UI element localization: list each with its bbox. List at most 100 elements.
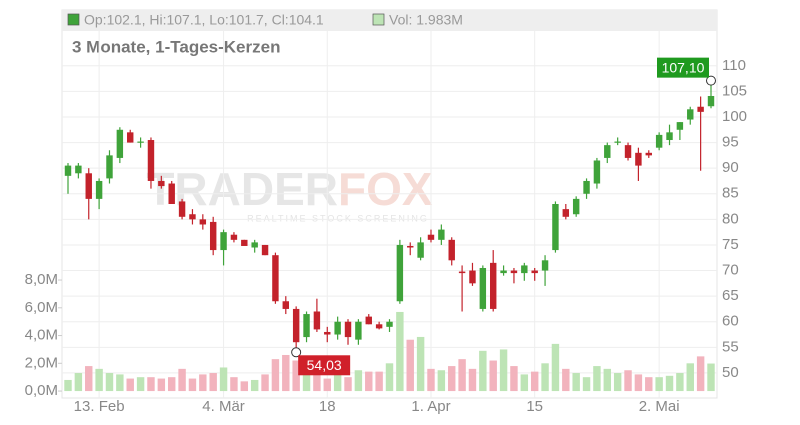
y-tick-label: 65	[722, 287, 739, 304]
volume-bar	[385, 363, 394, 392]
candle-body	[303, 314, 310, 338]
volume-bar	[499, 349, 508, 392]
x-tick-label: 18	[319, 398, 336, 415]
volume-bar	[396, 311, 404, 392]
volume-bar	[126, 378, 134, 392]
y2-tick-label: 4,0M	[25, 327, 58, 344]
volume-bar	[178, 368, 186, 392]
volume-bar	[323, 378, 331, 392]
volume-bar	[116, 374, 124, 392]
volume-bar	[313, 374, 321, 392]
volume-bar	[572, 373, 580, 392]
candle-body	[189, 214, 196, 220]
candle-body	[386, 321, 393, 327]
volume-bar	[74, 373, 83, 392]
y-tick-label: 95	[722, 134, 739, 151]
candle-body	[427, 234, 435, 240]
candle-body	[593, 160, 601, 184]
x-tick-label: 4. Mär	[202, 398, 245, 415]
candle-body	[500, 270, 507, 274]
volume-bar	[261, 374, 269, 392]
subtitle: 3 Monate, 1-Tages-Kerzen	[72, 37, 280, 56]
volume-bar	[634, 374, 643, 392]
candle-body	[199, 219, 207, 225]
volume-bar	[375, 371, 383, 392]
candle-body	[168, 183, 175, 204]
volume-bar	[209, 373, 217, 392]
candle-body	[313, 311, 321, 330]
candle-body	[521, 265, 528, 274]
volume-bar	[530, 371, 539, 392]
volume-bar	[167, 377, 176, 392]
extreme-marker	[706, 75, 716, 86]
candle-body	[448, 239, 455, 261]
volume-bar	[696, 356, 705, 392]
volume-bar	[593, 366, 601, 392]
legend-ohlc: Op:102.1, Hi:107.1, Lo:101.7, Cl:104.1	[84, 12, 324, 28]
volume-bar	[365, 371, 373, 392]
volume-bar	[105, 373, 114, 392]
x-tick-label: 1. Apr	[411, 398, 450, 415]
volume-bar	[541, 363, 549, 392]
candle-body	[272, 255, 279, 302]
candle-body	[85, 173, 92, 199]
volume-bar	[655, 377, 663, 392]
volume-bar	[147, 377, 155, 392]
volume-bar	[551, 343, 560, 392]
volume-bar	[136, 377, 145, 392]
candle-body	[64, 165, 72, 176]
candle-body	[75, 165, 82, 174]
candle-body	[137, 141, 144, 143]
y2-tick-label: 0,0M	[25, 382, 58, 399]
volume-bar	[613, 373, 622, 392]
candle-body	[458, 271, 466, 274]
candle-body	[106, 155, 113, 179]
candle-body	[676, 122, 684, 130]
y-tick-label: 105	[722, 82, 747, 99]
volume-bar	[510, 366, 518, 392]
candle-body	[178, 201, 186, 217]
volume-bar	[686, 363, 694, 392]
volume-bar	[458, 359, 466, 392]
volume-bar	[282, 354, 290, 392]
candle-body	[147, 140, 155, 181]
volume-bar	[520, 374, 529, 392]
volume-bar	[676, 373, 684, 392]
candle-body	[541, 260, 549, 271]
volume-bar	[85, 366, 93, 392]
y-tick-label: 70	[722, 262, 739, 279]
candle-body	[292, 308, 300, 343]
candle-body	[375, 324, 383, 329]
candle-body	[645, 152, 652, 156]
y-tick-label: 90	[722, 159, 739, 176]
volume-bar	[665, 375, 674, 392]
marker-label: 54,03	[307, 357, 342, 373]
y-tick-label: 80	[722, 210, 739, 227]
candle-body	[687, 109, 694, 120]
candle-body	[438, 229, 445, 240]
candle-body	[707, 95, 715, 107]
y-tick-label: 110	[722, 57, 746, 74]
volume-bar	[468, 368, 477, 392]
watermark-tagline: REALTIME STOCK SCREENING	[247, 213, 429, 223]
y-tick-label: 50	[722, 364, 739, 381]
volume-bar	[354, 370, 363, 392]
volume-bar	[64, 379, 72, 392]
candle-body	[479, 267, 487, 309]
candle-body	[583, 180, 590, 194]
volume-bar	[157, 378, 166, 392]
y-tick-label: 60	[722, 313, 739, 330]
volume-bar	[562, 368, 570, 392]
candle-body	[261, 244, 269, 256]
volume-bar	[199, 374, 207, 392]
candle-body	[510, 270, 518, 274]
candle-body	[158, 180, 165, 187]
candle-body	[552, 204, 559, 251]
candle-body	[697, 106, 704, 112]
candle-body	[241, 239, 248, 246]
volume-bar	[489, 360, 497, 392]
candle-body	[624, 145, 632, 158]
volume-bar	[271, 359, 280, 392]
volume-bar	[219, 367, 228, 392]
y-tick-label: 85	[722, 185, 739, 202]
